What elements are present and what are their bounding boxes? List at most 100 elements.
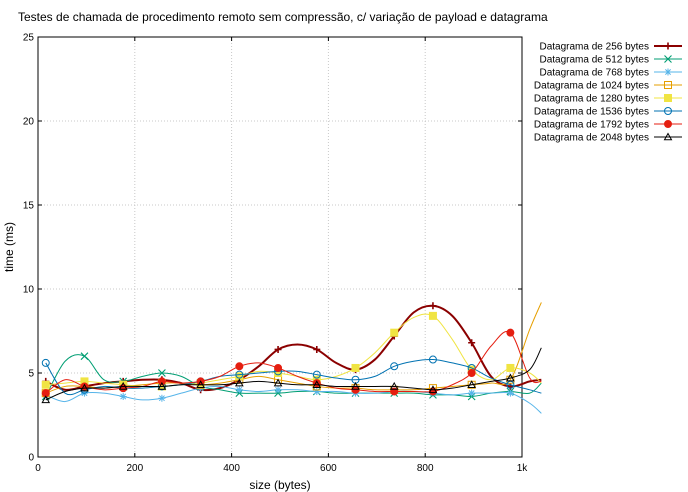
data-point [235,370,244,379]
x-tick-label: 600 [320,463,337,474]
data-point [41,380,50,389]
data-point [351,363,360,372]
data-point [429,302,437,310]
y-tick-label: 10 [23,285,35,296]
data-point [390,328,399,337]
series-line [45,304,542,392]
y-tick-label: 20 [23,117,35,128]
series-line [45,313,542,388]
y-tick-label: 0 [28,453,34,464]
legend-marker [664,68,672,76]
x-tick-label: 0 [35,463,41,474]
legend-label: Datagrama de 768 bytes [539,68,649,79]
legend-marker [664,81,672,89]
data-point [41,395,51,404]
data-point [274,386,282,394]
y-axis-label: time (ms) [2,222,16,272]
data-point [467,380,477,389]
y-tick-label: 5 [28,369,34,380]
data-point [41,358,50,367]
data-point [468,389,476,397]
series-line [45,330,542,394]
y-tick-label: 25 [23,33,35,44]
legend-label: Datagrama de 1280 bytes [534,94,649,105]
x-tick-label: 800 [417,463,434,474]
legend-item: Datagrama de 1792 bytes [534,120,682,131]
legend-label: Datagrama de 1024 bytes [534,81,649,92]
legend-label: Datagrama de 512 bytes [539,55,649,66]
legend-marker [664,107,672,115]
data-point [273,378,283,387]
series-group [41,302,542,414]
data-point [428,355,437,364]
legend-marker [664,42,672,50]
legend-marker [664,55,672,63]
legend-item: Datagrama de 1024 bytes [534,81,682,92]
legend-label: Datagrama de 256 bytes [539,42,649,53]
data-point [468,339,476,347]
legend-item: Datagrama de 256 bytes [539,42,682,53]
data-point [506,373,515,382]
legend-marker [663,132,673,141]
data-point [506,375,515,384]
series-2 [41,352,542,401]
plot-frame [37,36,523,458]
series-line [45,385,542,414]
series-line [45,359,542,396]
data-point [312,370,321,379]
series-line [45,354,542,398]
series-5 [41,311,542,391]
data-point [506,328,515,337]
data-point [80,352,89,361]
data-point [312,380,322,389]
series-1 [42,302,542,394]
series-8 [41,347,542,404]
legend-item: Datagrama de 512 bytes [539,55,682,66]
legend-item: Datagrama de 2048 bytes [534,132,682,144]
data-point [428,385,438,394]
data-point [389,381,399,390]
data-point [157,377,166,386]
data-point [274,363,283,372]
data-point [80,383,89,392]
data-point [506,389,514,397]
data-point [196,380,205,389]
data-point [390,362,399,371]
x-tick-label: 1k [517,463,529,474]
data-point [235,362,244,371]
series-line [45,347,542,401]
legend-item: Datagrama de 1536 bytes [534,107,682,118]
x-tick-label: 400 [223,463,240,474]
data-point [235,386,243,394]
legend-marker [664,94,672,102]
data-point [119,393,127,401]
data-point [428,311,437,320]
legend-label: Datagrama de 1792 bytes [534,120,649,131]
y-tick-label: 15 [23,201,35,212]
data-point [313,345,321,353]
data-point [118,381,128,390]
data-point [158,369,166,377]
legend-marker [664,120,672,128]
data-point [157,381,167,390]
chart-title: Testes de chamada de procedimento remoto… [18,10,548,24]
data-point [467,369,476,377]
x-tick-label: 200 [126,463,143,474]
legend: Datagrama de 256 bytes Datagrama de 512 b… [534,42,682,144]
data-point [506,363,515,372]
series-line [45,302,542,394]
axis-ticks: 0 200 400 600 800 1k 0 5 10 15 20 25 [23,33,528,475]
data-point [234,378,244,387]
data-point [351,381,360,390]
legend-item: Datagrama de 1280 bytes [534,94,682,105]
legend-item: Datagrama de 768 bytes [539,68,682,79]
legend-label: Datagrama de 1536 bytes [534,107,649,118]
legend-label: Datagrama de 2048 bytes [534,133,649,144]
data-point [274,345,282,353]
data-point [158,394,166,402]
x-axis-label: size (bytes) [249,478,310,492]
grid [38,37,522,457]
data-point [506,382,514,390]
data-point [313,387,321,395]
